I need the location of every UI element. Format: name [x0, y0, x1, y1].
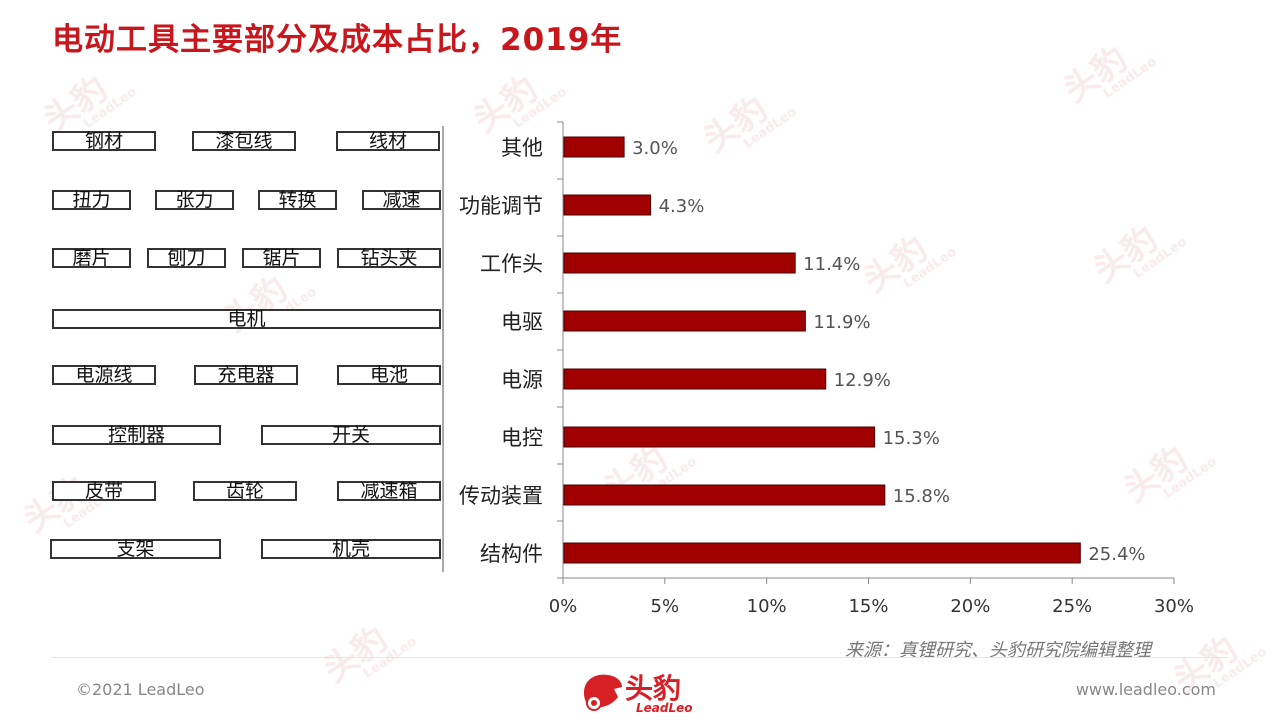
part-box: 锯片 [242, 248, 321, 268]
category-label: 电源 [501, 368, 543, 392]
part-box: 减速箱 [337, 481, 441, 501]
category-label: 其他 [501, 136, 543, 160]
part-box: 支架 [50, 539, 221, 559]
part-box: 转换 [258, 190, 337, 210]
x-tick-label: 20% [950, 596, 990, 617]
logo-subtext: LeadLeo [636, 701, 693, 715]
leopard-icon [584, 674, 622, 711]
x-tick-label: 15% [848, 596, 888, 617]
bar [563, 136, 625, 158]
part-box: 皮带 [52, 481, 156, 501]
part-box: 机壳 [261, 539, 441, 559]
data-label: 12.9% [834, 370, 891, 391]
bar [563, 368, 827, 390]
bar [563, 426, 876, 448]
part-box: 磨片 [52, 248, 131, 268]
part-box: 电源线 [52, 365, 156, 385]
category-label: 传动装置 [459, 484, 543, 508]
page-title: 电动工具主要部分及成本占比，2019年 [52, 22, 623, 58]
part-box: 控制器 [52, 425, 221, 445]
part-box: 张力 [155, 190, 234, 210]
category-label: 结构件 [480, 542, 543, 566]
category-label: 功能调节 [459, 194, 543, 218]
data-label: 3.0% [632, 138, 678, 159]
part-box: 漆包线 [192, 131, 296, 151]
logo-text: 头豹 [625, 672, 682, 705]
part-box: 开关 [261, 425, 441, 445]
part-box: 钢材 [52, 131, 156, 151]
data-label: 25.4% [1088, 544, 1145, 565]
copyright: ©2021 LeadLeo [76, 680, 205, 699]
bar [563, 542, 1081, 564]
part-box: 刨刀 [147, 248, 226, 268]
source-note: 来源：真锂研究、头豹研究院编辑整理 [845, 640, 1151, 661]
data-label: 11.9% [813, 312, 870, 333]
data-label: 15.8% [893, 486, 950, 507]
part-box: 齿轮 [193, 481, 297, 501]
chart-layer: 3.0% 其他 4.3% 功能调节 11.4% 工作头 11.9% 电驱 12.9% 电源 15.3… [459, 121, 1194, 617]
part-box: 线材 [336, 131, 440, 151]
data-label: 4.3% [659, 196, 705, 217]
category-label: 工作头 [480, 252, 543, 276]
part-box: 充电器 [194, 365, 298, 385]
x-tick-label: 25% [1052, 596, 1092, 617]
part-box: 钻头夹 [337, 248, 441, 268]
footer-divider [52, 657, 1228, 658]
bar [563, 252, 796, 274]
x-tick-label: 5% [651, 596, 680, 617]
data-label: 15.3% [883, 428, 940, 449]
category-label: 电控 [501, 426, 543, 450]
x-tick-label: 10% [747, 596, 787, 617]
x-tick-label: 30% [1154, 596, 1194, 617]
part-box: 扭力 [52, 190, 131, 210]
category-label: 电驱 [501, 310, 543, 334]
x-tick-label: 0% [549, 596, 578, 617]
bar [563, 194, 652, 216]
leadleo-logo: 头豹 LeadLeo [578, 665, 708, 717]
part-box: 减速 [362, 190, 441, 210]
part-box: 电机 [52, 309, 441, 329]
part-box: 电池 [337, 365, 441, 385]
website-link[interactable]: www.leadleo.com [1075, 680, 1216, 699]
bar [563, 310, 806, 332]
bar [563, 484, 886, 506]
data-label: 11.4% [803, 254, 860, 275]
